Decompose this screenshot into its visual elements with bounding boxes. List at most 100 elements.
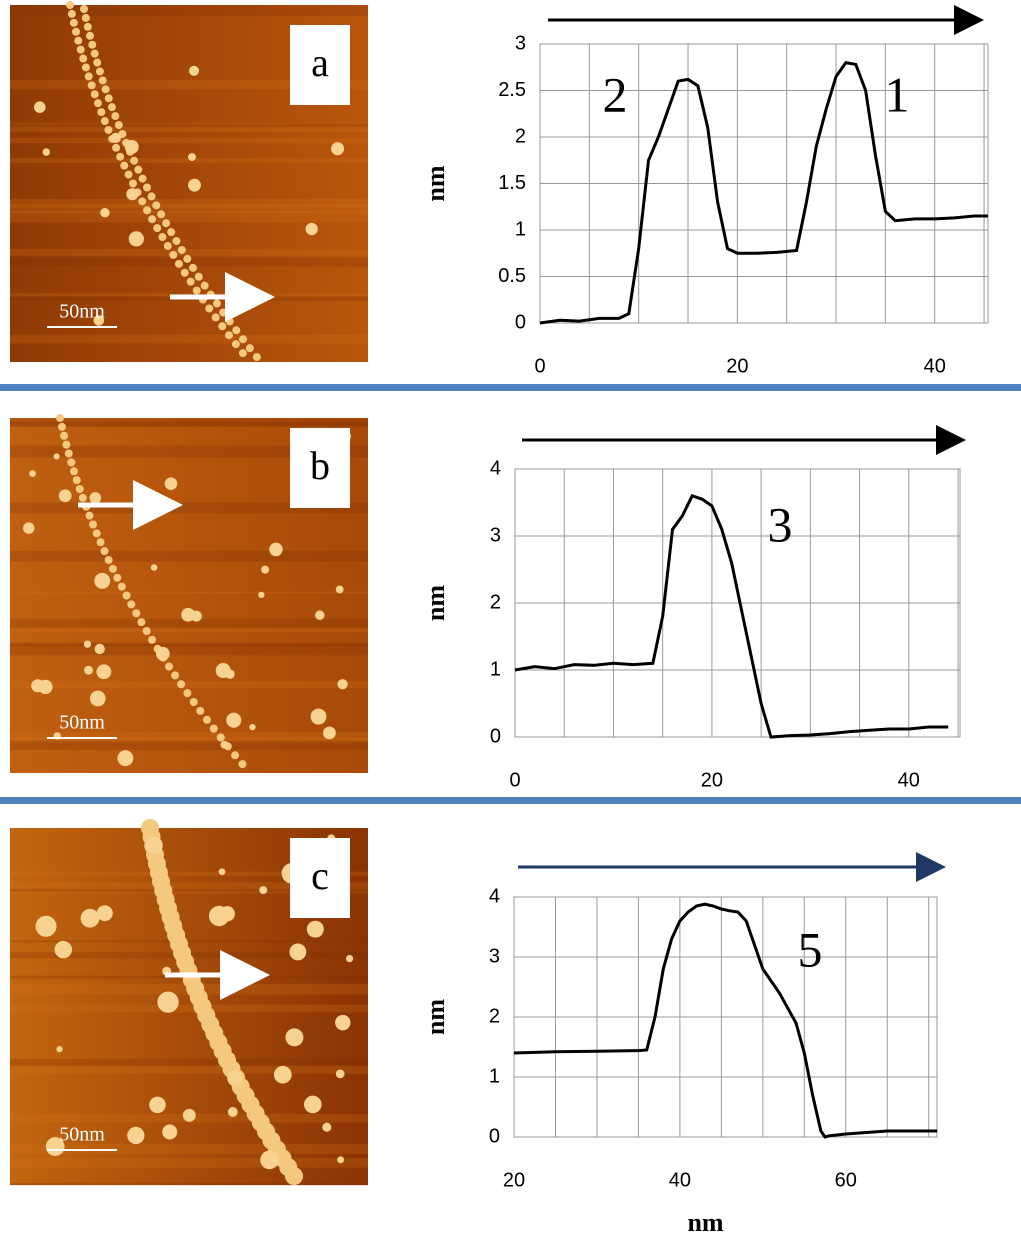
bead <box>183 254 192 263</box>
particle <box>219 906 235 922</box>
plot-frame <box>514 468 961 738</box>
bead <box>152 201 161 210</box>
scan-line <box>10 871 368 876</box>
particle <box>259 886 268 895</box>
particle <box>89 690 106 707</box>
scan-line <box>10 628 368 632</box>
bead <box>122 591 131 600</box>
y-tick-label: 4 <box>489 885 500 907</box>
particle <box>345 954 354 963</box>
bead <box>132 609 141 618</box>
bead <box>238 349 247 358</box>
bead <box>165 662 174 671</box>
particle <box>96 905 113 922</box>
particle <box>258 591 265 599</box>
y-tick-label: 3 <box>489 945 500 967</box>
bead <box>90 49 99 58</box>
bead <box>101 85 110 94</box>
bead <box>57 422 66 431</box>
scan-line <box>10 737 368 742</box>
particle <box>215 663 231 679</box>
particle <box>335 585 344 594</box>
scan-line <box>10 681 368 689</box>
bead <box>79 54 88 63</box>
x-tick-label: 40 <box>669 1169 691 1191</box>
particle <box>315 610 325 620</box>
particle <box>38 679 53 695</box>
particle <box>226 712 242 728</box>
particle <box>337 679 348 690</box>
particle <box>289 943 307 961</box>
bead <box>84 72 93 81</box>
scan-line <box>10 1058 368 1067</box>
bead <box>97 108 106 117</box>
bead <box>129 179 137 188</box>
x-axis-label: nm <box>687 1208 723 1237</box>
particle <box>249 723 256 731</box>
particle <box>218 868 226 876</box>
bead <box>104 125 113 134</box>
bead <box>134 165 143 174</box>
y-tick-label: 0 <box>490 725 501 747</box>
scale-bar-label: 50nm <box>59 712 105 734</box>
scale-bar-label: 50nm <box>59 301 105 323</box>
scan-line <box>10 445 368 458</box>
bead <box>78 493 87 502</box>
particle <box>182 1108 196 1122</box>
bead <box>87 81 96 90</box>
bead <box>83 22 92 31</box>
scan-line <box>10 502 368 514</box>
bead <box>69 467 78 476</box>
bead <box>120 161 129 170</box>
bead <box>285 1167 304 1186</box>
bead <box>108 564 117 573</box>
peak-label: 2 <box>603 66 628 122</box>
bead <box>93 58 102 67</box>
particle <box>188 178 201 192</box>
bead <box>225 317 234 326</box>
bead <box>231 340 240 349</box>
scan-line <box>10 740 368 750</box>
peak-label: 5 <box>798 921 823 977</box>
particle <box>220 740 229 749</box>
y-tick-label: 1 <box>515 218 526 240</box>
bead <box>252 353 261 362</box>
bead <box>219 308 228 317</box>
y-tick-label: 4 <box>490 457 501 479</box>
particle <box>188 65 200 76</box>
particle <box>110 132 121 143</box>
particle <box>162 1124 178 1140</box>
scale-bar-label: 50nm <box>59 1124 105 1146</box>
bead <box>157 210 166 219</box>
particle <box>227 1070 242 1086</box>
particle <box>261 565 270 574</box>
bead <box>67 9 76 18</box>
particle <box>89 492 102 504</box>
bead <box>92 529 101 538</box>
afm-image: b 50nm <box>10 414 368 773</box>
scan-line <box>10 644 368 656</box>
bead <box>107 103 116 112</box>
scan-line <box>10 618 368 628</box>
bead <box>169 250 178 259</box>
particle <box>94 572 111 589</box>
bead <box>74 36 83 45</box>
particle <box>45 1137 65 1156</box>
particle <box>83 640 92 648</box>
bead <box>100 547 109 556</box>
bead <box>177 245 186 254</box>
particle <box>303 1095 322 1114</box>
scan-line <box>10 591 368 594</box>
particle <box>56 1046 63 1053</box>
particle <box>155 646 170 661</box>
bead <box>114 121 123 130</box>
afm-image: c 50nm <box>10 819 368 1186</box>
particle <box>260 1150 279 1170</box>
bead <box>216 733 225 742</box>
bead <box>124 170 133 179</box>
bead <box>192 286 201 295</box>
panel-label-box <box>290 25 350 105</box>
bead <box>186 277 195 286</box>
scan-line <box>10 211 368 223</box>
particle <box>42 148 51 156</box>
